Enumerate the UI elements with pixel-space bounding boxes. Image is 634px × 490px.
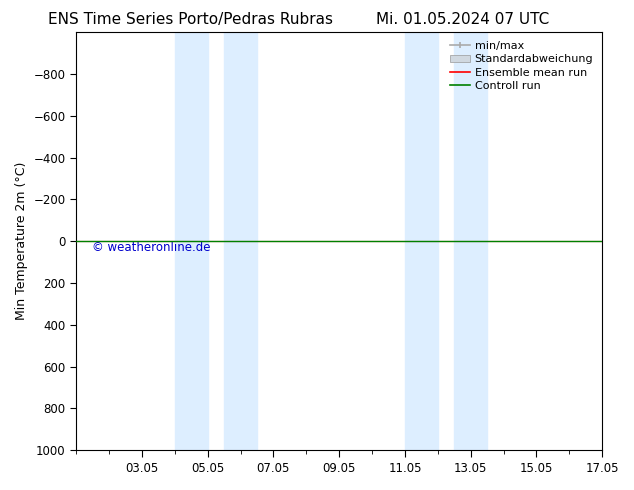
Legend: min/max, Standardabweichung, Ensemble mean run, Controll run: min/max, Standardabweichung, Ensemble me… (447, 38, 597, 95)
Bar (405, 32, 438, 450)
Text: ENS Time Series Porto/Pedras Rubras: ENS Time Series Porto/Pedras Rubras (48, 12, 333, 27)
Bar (224, 32, 257, 450)
Bar (175, 32, 208, 450)
Text: Mi. 01.05.2024 07 UTC: Mi. 01.05.2024 07 UTC (376, 12, 550, 27)
Text: © weatheronline.de: © weatheronline.de (92, 241, 210, 254)
Y-axis label: Min Temperature 2m (°C): Min Temperature 2m (°C) (15, 162, 28, 320)
Bar (455, 32, 487, 450)
